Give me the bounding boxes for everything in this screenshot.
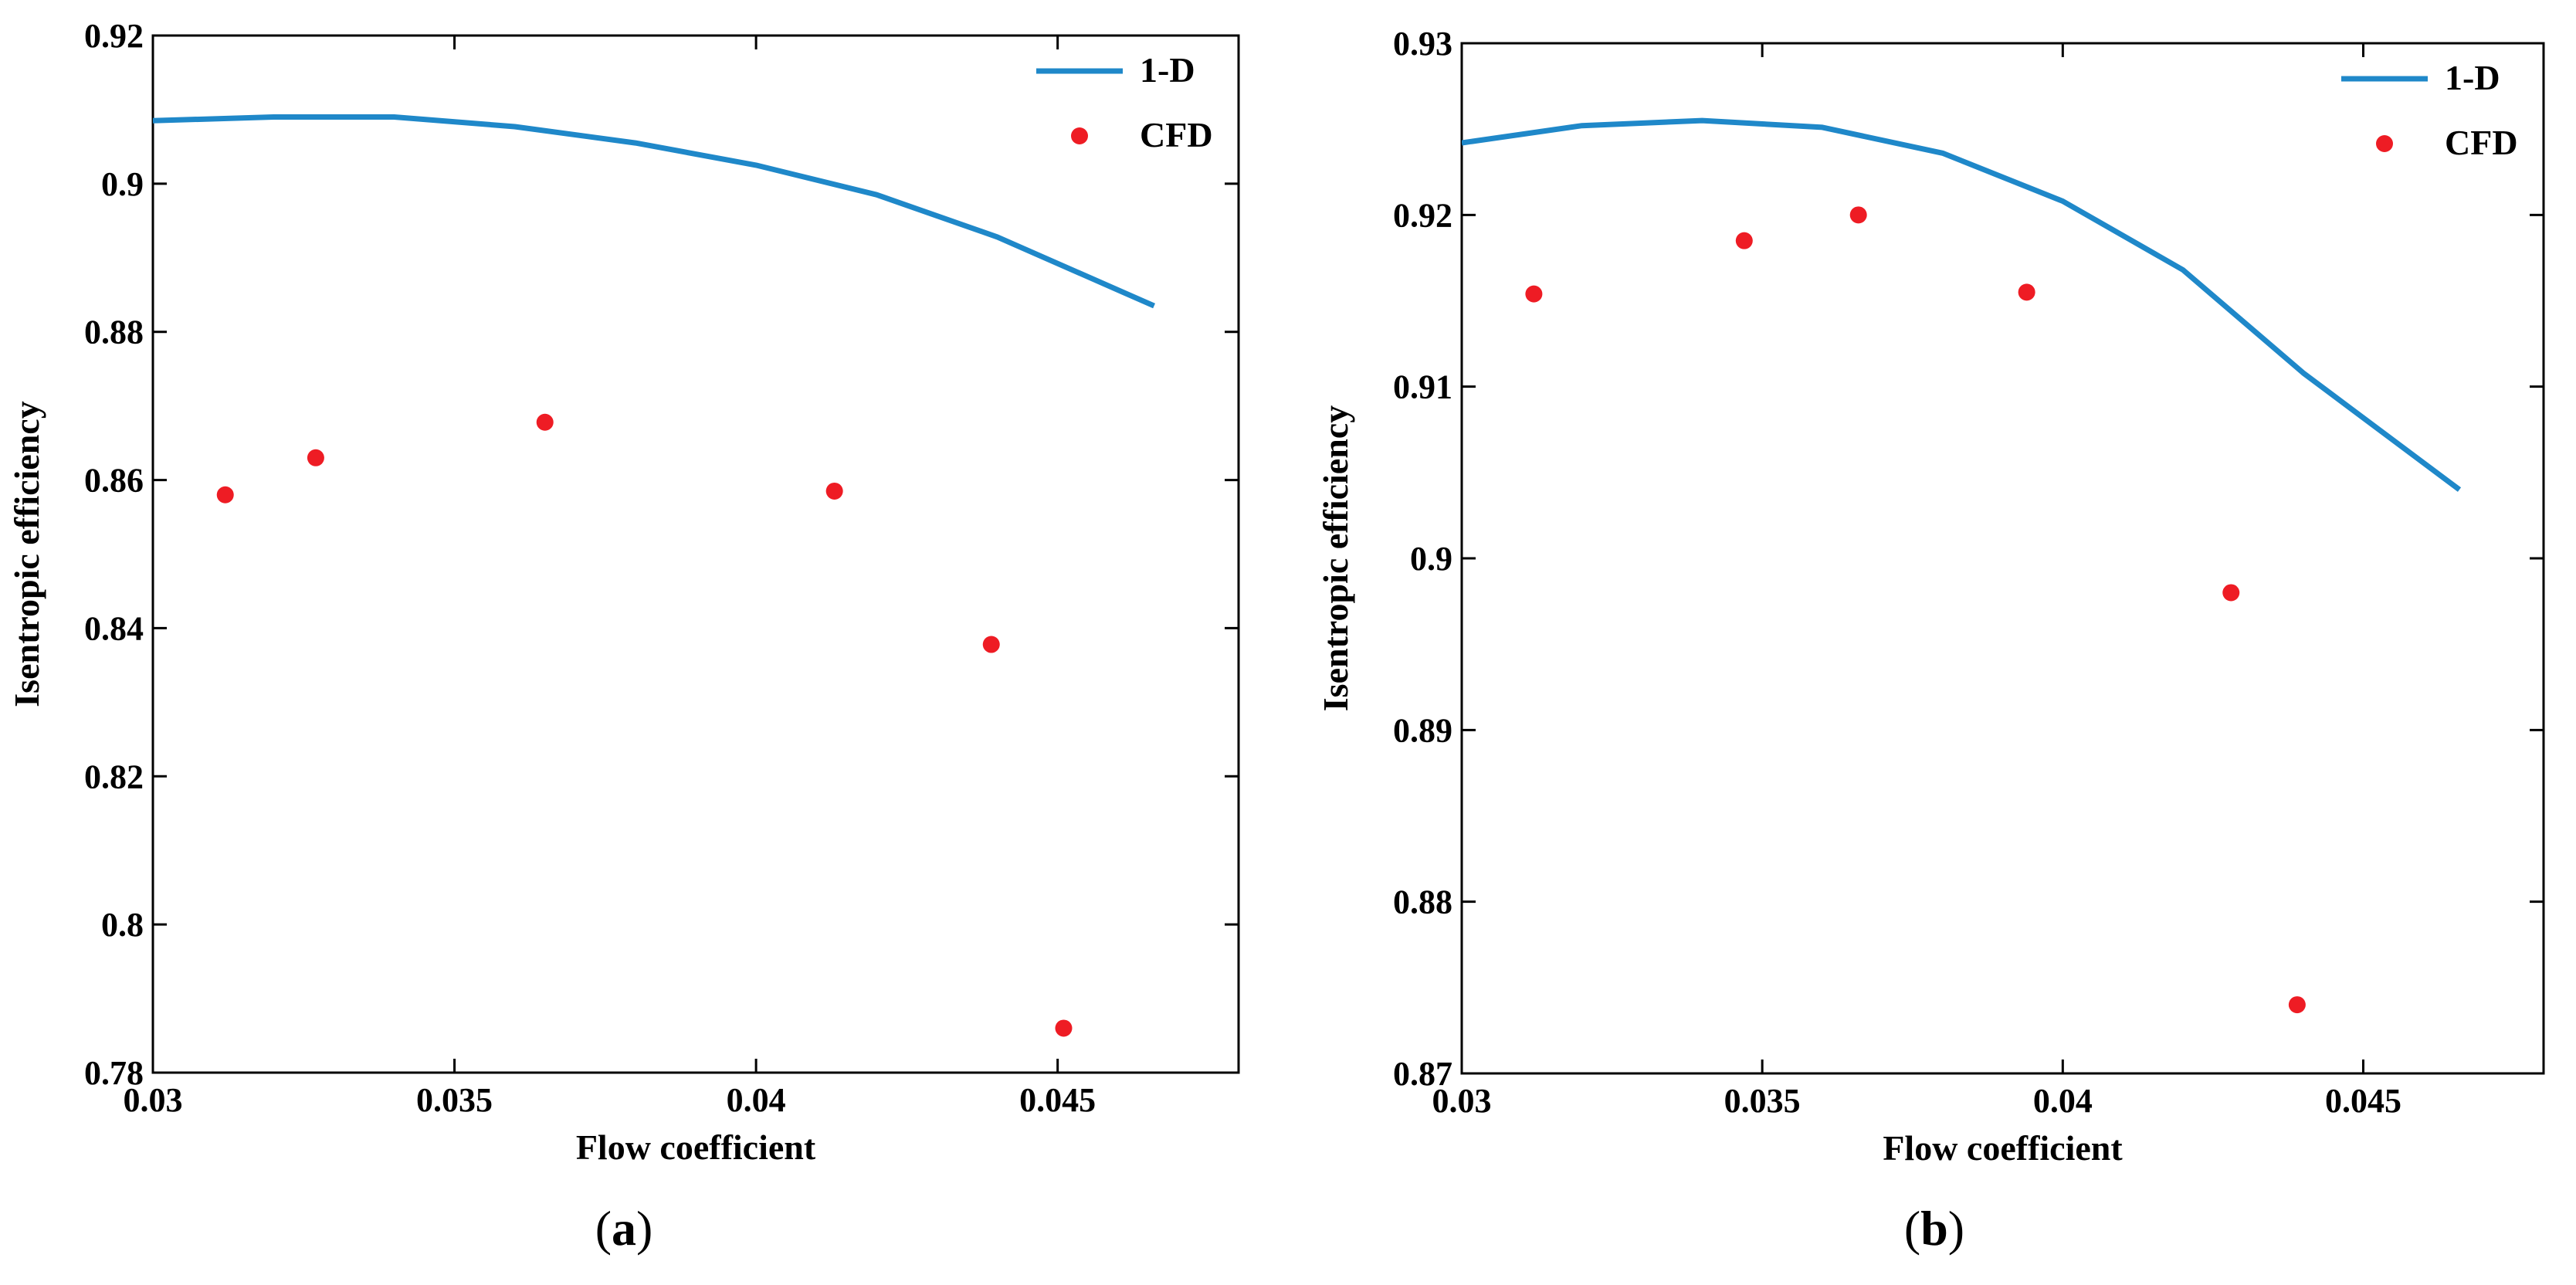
cfd-data-point [2222, 584, 2240, 602]
x-tick-label: 0.035 [416, 1081, 493, 1119]
y-tick-label: 0.88 [1393, 883, 1452, 921]
series-group [1462, 117, 2462, 1014]
y-tick-label: 0.82 [84, 758, 144, 795]
cfd-data-point [1849, 206, 1867, 224]
cfd-data-point [2288, 996, 2306, 1014]
y-tick-label: 0.78 [84, 1054, 144, 1092]
cfd-data-point [825, 482, 843, 500]
cfd-data-point [2018, 283, 2035, 301]
series-line-1d [153, 114, 1156, 309]
plot-area-frame [1460, 42, 2545, 1075]
x-tick-label: 0.045 [2325, 1082, 2401, 1120]
x-tick-label: 0.035 [1724, 1082, 1801, 1120]
plot-area-frame [151, 34, 1240, 1074]
legend-entry-label: CFD [1140, 115, 1213, 154]
y-tick-label: 0.91 [1393, 368, 1452, 406]
legend-entry-label: 1-D [1140, 50, 1195, 90]
cfd-data-point [307, 449, 324, 466]
legend-dot-swatch [1071, 127, 1088, 144]
panel-label: (a) [595, 1201, 653, 1256]
x-tick-label: 0.04 [727, 1081, 786, 1119]
y-tick-label: 0.92 [1393, 196, 1452, 234]
y-tick-label: 0.9 [1410, 540, 1452, 578]
y-axis-title: Isentropic efficiency [1316, 405, 1355, 711]
y-tick-label: 0.86 [84, 462, 144, 500]
cfd-data-point [1055, 1019, 1073, 1037]
y-tick-label: 0.9 [101, 165, 144, 203]
panel-label: (b) [1904, 1201, 1964, 1256]
y-axis-title: Isentropic efficiency [7, 401, 46, 707]
legend: 1-D CFD [2341, 58, 2518, 162]
cfd-data-point [1525, 285, 1543, 303]
legend: 1-D CFD [1036, 50, 1213, 154]
cfd-data-point [1735, 232, 1753, 249]
x-tick-label: 0.03 [124, 1081, 183, 1119]
x-tick-label: 0.04 [2033, 1082, 2093, 1120]
x-tick-label: 0.045 [1019, 1081, 1096, 1119]
series-line-1d [1462, 117, 2462, 492]
y-tick-label: 0.89 [1393, 711, 1452, 749]
y-tick-label: 0.92 [84, 17, 144, 55]
legend-entry-label: 1-D [2445, 58, 2500, 97]
x-axis-title: Flow coefficient [1883, 1128, 2123, 1168]
x-tick-label: 0.03 [1432, 1082, 1492, 1120]
series-group [153, 114, 1156, 1037]
cfd-data-point [216, 486, 234, 503]
chart-panel-b: 0.03 0.035 0.04 0.045 0.87 0.88 0.89 0.9 0.91 0.9… [1316, 25, 2545, 1256]
legend-entry-label: CFD [2445, 123, 2518, 162]
panel-label-letter: a [612, 1201, 636, 1256]
legend-dot-swatch [2376, 135, 2393, 152]
cfd-data-point [982, 636, 1000, 653]
y-tick-label: 0.87 [1393, 1055, 1452, 1093]
y-tick-label: 0.93 [1393, 25, 1452, 63]
x-axis-title: Flow coefficient [576, 1127, 816, 1167]
panel-label-letter: b [1920, 1201, 1948, 1256]
cfd-data-point [536, 413, 554, 431]
chart-panel-a: 0.03 0.035 0.04 0.045 0.78 0.8 0.82 0.84 0.86 0.8… [7, 17, 1240, 1256]
y-tick-label: 0.8 [101, 906, 144, 944]
y-tick-label: 0.88 [84, 314, 144, 351]
y-tick-label: 0.84 [84, 609, 144, 647]
